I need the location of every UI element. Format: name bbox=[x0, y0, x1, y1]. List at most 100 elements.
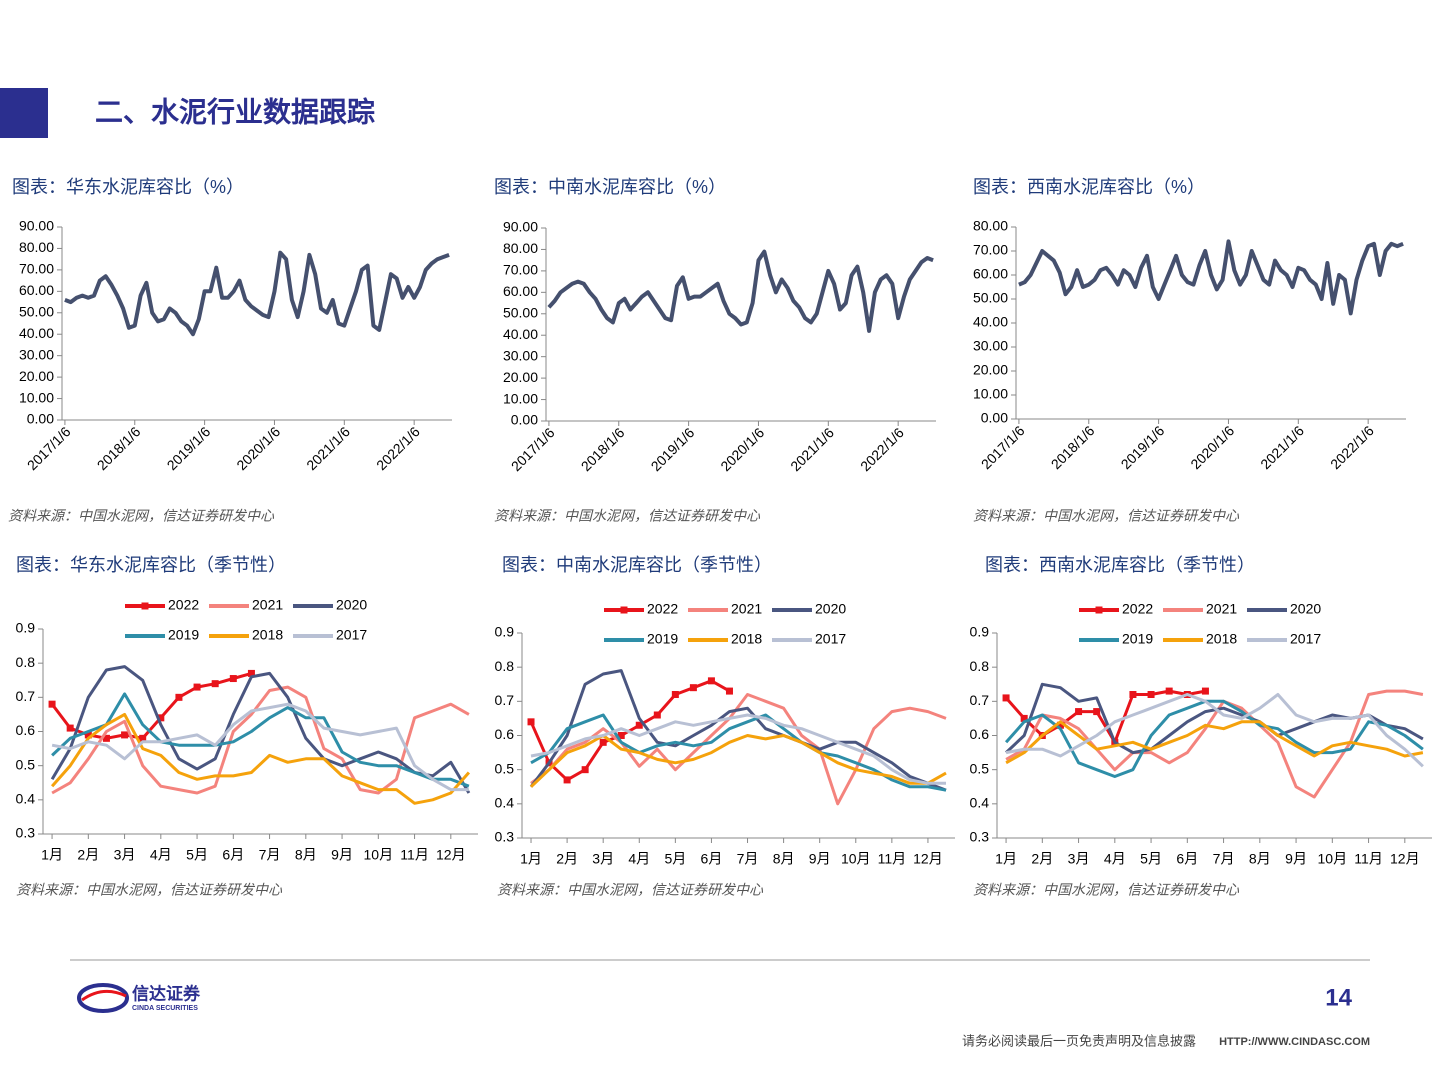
x-tick-label: 12月 bbox=[1390, 851, 1420, 867]
y-tick-label: 60.00 bbox=[503, 283, 538, 299]
legend-label: 2022 bbox=[168, 597, 199, 613]
slide-title: 二、水泥行业数据跟踪 bbox=[95, 95, 375, 127]
x-tick-label: 6月 bbox=[1176, 851, 1198, 867]
x-tick-label: 10月 bbox=[364, 847, 394, 863]
point-marker bbox=[229, 675, 237, 683]
x-tick-label: 8月 bbox=[295, 847, 317, 863]
legend-label: 2021 bbox=[1206, 601, 1237, 617]
legend-label: 2017 bbox=[815, 631, 846, 647]
point-marker bbox=[211, 680, 219, 688]
chart-title: 图表：华东水泥库容比（%） bbox=[12, 177, 244, 197]
legend-label: 2017 bbox=[1290, 631, 1321, 647]
point-marker bbox=[1165, 687, 1173, 695]
x-tick-label: 2018/1/6 bbox=[94, 423, 144, 473]
point-marker bbox=[121, 731, 129, 739]
x-tick-label: 12月 bbox=[436, 847, 466, 863]
series-line bbox=[1004, 699, 1424, 778]
series-line bbox=[50, 712, 471, 805]
point-marker bbox=[1002, 694, 1010, 702]
chart-source: 资料来源：中国水泥网，信达证券研发中心 bbox=[16, 882, 283, 898]
point-marker bbox=[66, 724, 74, 732]
series-line bbox=[529, 734, 947, 788]
x-tick-label: 1月 bbox=[520, 851, 542, 867]
series-line bbox=[1018, 239, 1404, 316]
series-line bbox=[1005, 693, 1424, 768]
series-line bbox=[530, 693, 947, 806]
series-line bbox=[547, 249, 934, 333]
y-tick-label: 80.00 bbox=[19, 239, 54, 255]
legend-marker bbox=[620, 606, 628, 614]
x-tick-label: 10月 bbox=[1318, 851, 1348, 867]
y-tick-label: 0.7 bbox=[16, 688, 36, 704]
point-marker bbox=[157, 714, 165, 722]
point-marker bbox=[689, 684, 697, 692]
point-marker bbox=[617, 732, 625, 739]
y-tick-label: 10.00 bbox=[973, 386, 1008, 402]
y-tick-label: 10.00 bbox=[503, 390, 538, 406]
logo: 信达证券 CINDA SECURITIES bbox=[77, 983, 201, 1013]
x-tick-label: 7月 bbox=[737, 851, 759, 867]
y-tick-label: 0.00 bbox=[27, 411, 54, 427]
legend-label: 2018 bbox=[252, 627, 283, 643]
x-tick-label: 5月 bbox=[186, 847, 208, 863]
y-tick-label: 0.4 bbox=[495, 795, 515, 811]
chart: 图表：华东水泥库容比（%） 资料来源：中国水泥网，信达证券研发中心 0.00 10.0… bbox=[8, 177, 452, 524]
x-tick-label: 3月 bbox=[1068, 851, 1090, 867]
x-tick-label: 2月 bbox=[77, 847, 99, 863]
y-tick-label: 0.4 bbox=[16, 791, 36, 807]
x-tick-label: 5月 bbox=[664, 851, 686, 867]
chart-source: 资料来源：中国水泥网，信达证券研发中心 bbox=[973, 882, 1240, 898]
series-line bbox=[1005, 689, 1424, 799]
y-tick-label: 20.00 bbox=[19, 368, 54, 384]
point-marker bbox=[84, 731, 92, 739]
point-marker bbox=[247, 669, 255, 677]
y-tick-label: 0.3 bbox=[970, 829, 990, 845]
y-tick-label: 60.00 bbox=[19, 282, 54, 298]
y-tick-label: 0.7 bbox=[970, 692, 990, 708]
chart-title: 图表：中南水泥库容比（季节性） bbox=[502, 555, 772, 575]
x-tick-label: 2020/1/6 bbox=[1187, 422, 1237, 472]
y-tick-label: 0.9 bbox=[970, 624, 990, 640]
y-tick-label: 0.5 bbox=[970, 760, 990, 776]
series-line bbox=[530, 713, 946, 785]
x-tick-label: 1月 bbox=[995, 851, 1017, 867]
y-tick-label: 40.00 bbox=[503, 326, 538, 342]
chart-title: 图表：西南水泥库容比（季节性） bbox=[985, 555, 1255, 575]
x-tick-label: 3月 bbox=[592, 851, 614, 867]
logo-swoosh bbox=[81, 989, 127, 1002]
y-tick-label: 60.00 bbox=[973, 266, 1008, 282]
chart: 图表：华东水泥库容比（季节性） 资料来源：中国水泥网，信达证券研发中心 0.3 0.4… bbox=[16, 555, 478, 898]
x-tick-label: 3月 bbox=[114, 847, 136, 863]
series-line bbox=[51, 685, 470, 795]
site-url: HTTP://WWW.CINDASC.COM bbox=[1219, 1036, 1370, 1048]
x-tick-label: 2019/1/6 bbox=[1118, 422, 1168, 472]
y-tick-label: 90.00 bbox=[19, 218, 54, 234]
x-tick-label: 2017/1/6 bbox=[978, 422, 1028, 472]
legend-label: 2020 bbox=[336, 597, 367, 613]
y-tick-label: 30.00 bbox=[19, 346, 54, 362]
y-tick-label: 30.00 bbox=[973, 338, 1008, 354]
x-tick-label: 2022/1/6 bbox=[373, 423, 423, 473]
point-marker bbox=[527, 718, 535, 726]
y-tick-label: 50.00 bbox=[973, 290, 1008, 306]
y-tick-label: 0.4 bbox=[970, 795, 990, 811]
legend-label: 2019 bbox=[647, 631, 678, 647]
y-tick-label: 0.00 bbox=[511, 412, 538, 428]
legend-marker bbox=[141, 602, 149, 610]
x-tick-label: 7月 bbox=[1213, 851, 1235, 867]
y-tick-label: 80.00 bbox=[503, 240, 538, 256]
y-tick-label: 0.00 bbox=[981, 410, 1008, 426]
series-line bbox=[50, 665, 471, 794]
y-tick-label: 70.00 bbox=[503, 262, 538, 278]
point-marker bbox=[175, 693, 183, 701]
x-tick-label: 4月 bbox=[1104, 851, 1126, 867]
point-marker bbox=[1129, 691, 1137, 698]
legend-label: 2021 bbox=[252, 597, 283, 613]
x-tick-label: 1月 bbox=[41, 847, 63, 863]
x-tick-label: 4月 bbox=[628, 851, 650, 867]
point-marker bbox=[635, 721, 643, 729]
y-tick-label: 0.6 bbox=[495, 726, 515, 742]
x-tick-label: 6月 bbox=[222, 847, 244, 863]
point-marker bbox=[102, 734, 110, 742]
y-tick-label: 40.00 bbox=[973, 314, 1008, 330]
